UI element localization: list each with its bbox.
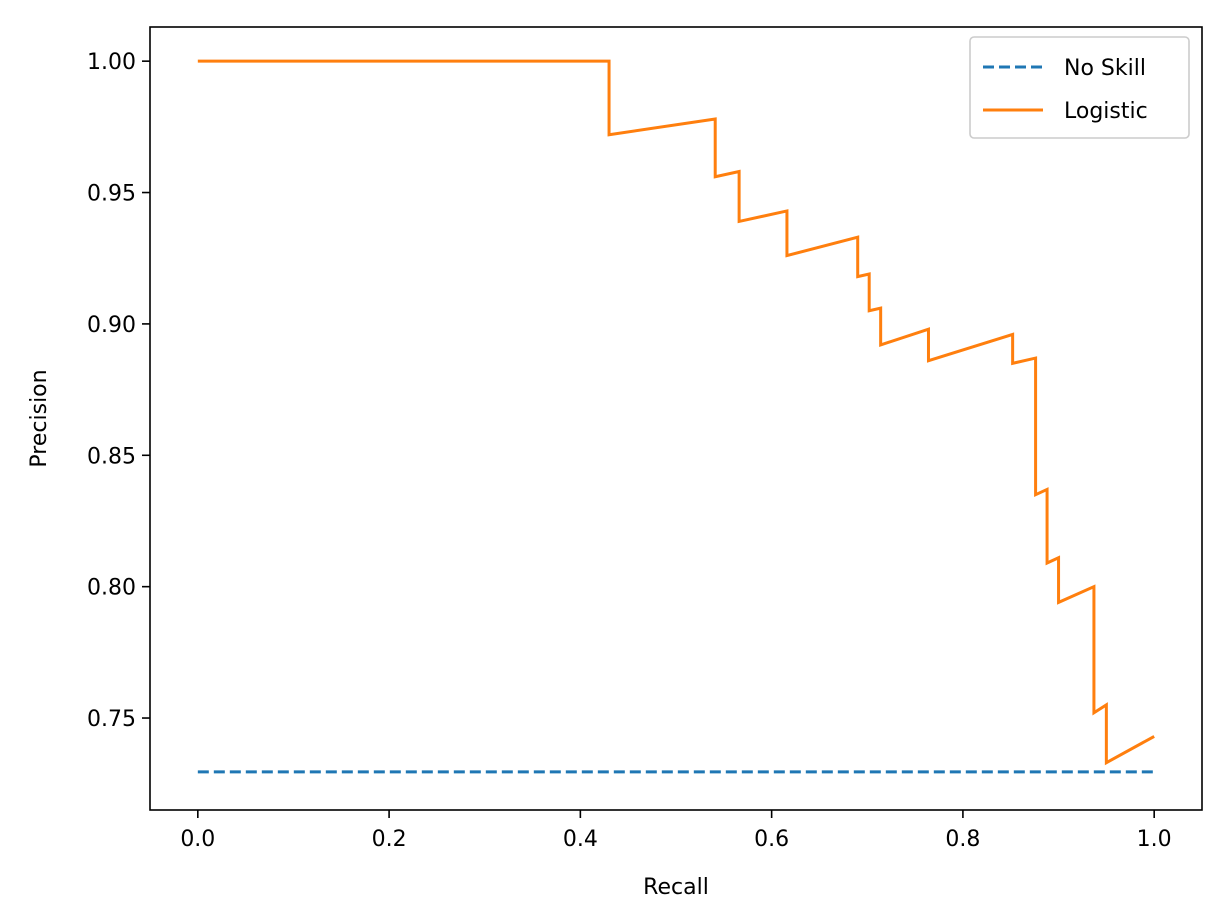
legend-label: No Skill xyxy=(1064,56,1146,81)
x-tick-label: 1.0 xyxy=(1137,827,1172,852)
plot-area xyxy=(197,59,1155,774)
x-tick-label: 0.6 xyxy=(754,827,789,852)
series-line-logistic xyxy=(197,59,1155,766)
legend-box xyxy=(969,36,1190,139)
legend-label: Logistic xyxy=(1064,99,1148,124)
y-tick-label: 0.80 xyxy=(87,576,136,601)
y-tick-label: 0.90 xyxy=(87,313,136,338)
y-tick-label: 1.00 xyxy=(87,50,136,75)
y-tick-label: 0.75 xyxy=(87,707,136,732)
y-axis-ticks: 0.75 0.80 0.85 0.90 0.95 1.00 xyxy=(87,50,150,732)
y-tick-label: 0.85 xyxy=(87,444,136,469)
x-tick-label: 0.8 xyxy=(945,827,980,852)
y-tick-label: 0.95 xyxy=(87,182,136,207)
y-axis-title: Precision xyxy=(27,369,52,467)
plot-frame xyxy=(149,26,1203,811)
x-tick-label: 0.0 xyxy=(180,827,215,852)
legend: No Skill Logistic xyxy=(969,36,1190,139)
x-tick-label: 0.4 xyxy=(563,827,598,852)
x-axis-title: Recall xyxy=(643,875,709,900)
x-tick-label: 0.2 xyxy=(372,827,407,852)
x-axis-ticks: 0.0 0.2 0.4 0.6 0.8 1.0 xyxy=(180,810,1172,852)
